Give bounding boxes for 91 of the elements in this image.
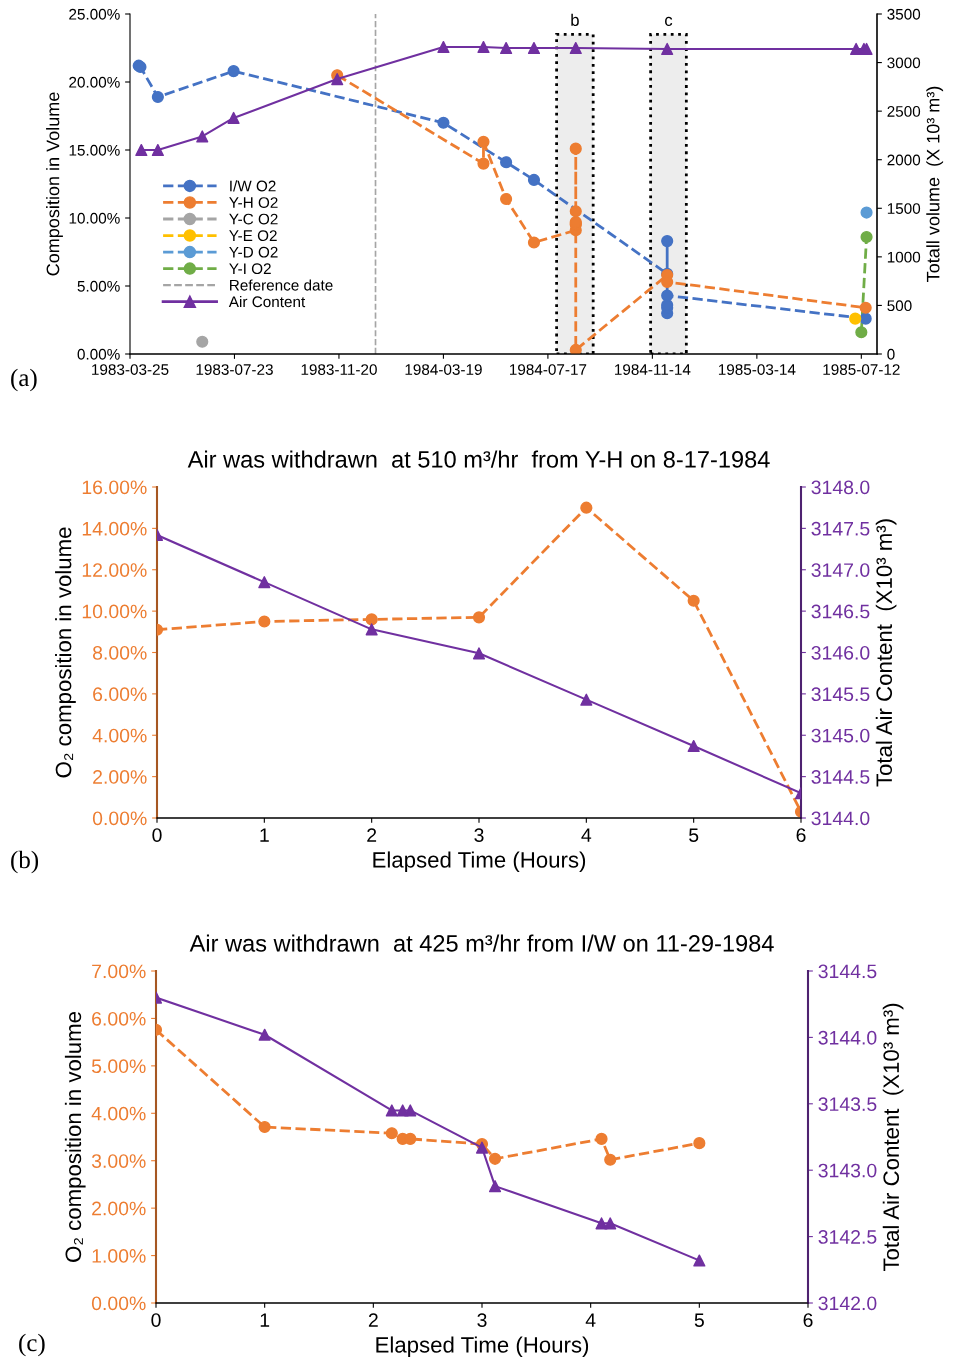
x-tick-label: 1983-07-23 [196,364,273,375]
y-tick-label: 15.00% [69,144,120,156]
x-tick-label: 6 [796,828,806,842]
legend-label: Y-I O2 [229,263,271,275]
y2-tick-label: 3145.5 [811,687,870,702]
x-tick-label: 6 [803,1313,813,1327]
y2-tick-label: 3142.5 [818,1230,877,1244]
y2-tick-label: 3146.5 [811,604,870,619]
y-axis-title: Composition in Volume [46,92,63,276]
x-tick-label: 0 [151,1313,161,1327]
ref-line-label: Reference date [230,279,333,291]
x-tick-label: 1984-03-19 [405,364,482,375]
y2-tick-label: 1500 [887,203,921,214]
y-tick-label: 5.00% [77,280,120,292]
y2-tick-label: 3143.0 [818,1163,877,1178]
y-tick-label: 6.00% [92,1011,146,1026]
y2-tick-label: 3148.0 [811,480,870,495]
y-tick-label: 2.00% [92,1201,146,1216]
legend-label: Y-D O2 [229,246,278,258]
y-tick-label: 1.00% [92,1249,146,1263]
y-tick-label: 14.00% [82,521,147,536]
y-tick-label: 2.00% [93,770,147,784]
x-tick-label: 1 [260,828,269,842]
x-axis-title: Elapsed Time (Hours) [376,1336,589,1358]
legend-label: I/W O2 [230,180,276,192]
text: (c) [19,1333,45,1357]
y2-tick-label: 0 [887,348,895,360]
y-tick-label: 10.00% [69,212,120,224]
y2-axis-title: Totall volume (X 10³ m³) [926,86,944,282]
x-tick-label: 2 [368,1313,378,1327]
y-tick-label: 3.00% [91,1154,146,1168]
y2-tick-label: 3144.0 [818,1030,877,1045]
x-tick-label: 0 [152,828,162,842]
x-tick-label: 1985-03-14 [718,364,796,375]
x-axis-title: Elapsed Time (Hours) [373,851,586,873]
y-tick-label: 7.00% [92,964,146,979]
y-tick-label: 25.00% [69,8,120,20]
y2-axis-title: Total Air Content (X10³ m³) [882,1003,904,1272]
x-tick-label: 5 [694,1313,704,1327]
y2-tick-label: 3144.0 [811,811,870,826]
y-tick-label: 0.00% [77,348,120,360]
y-tick-label: 10.00% [82,604,147,619]
x-tick-label: 1983-03-25 [92,364,169,375]
y-tick-label: 4.00% [91,1106,146,1121]
y2-tick-label: 2500 [887,106,921,117]
legend-label: Air Content [228,295,306,308]
y2-tick-label: 3500 [887,8,921,20]
x-tick-label: 1985-07-12 [823,364,900,375]
y2-tick-label: 500 [887,300,912,312]
y-tick-label: 4.00% [92,728,147,743]
y2-tick-label: 3144.5 [818,964,877,979]
y2-tick-label: 2000 [887,154,921,166]
y2-tick-label: 3147.5 [811,521,870,536]
text: (a) [11,368,37,392]
y2-tick-label: 3147.0 [811,563,870,577]
y-tick-label: 6.00% [93,687,147,702]
x-tick-label: 4 [581,828,592,842]
y-axis-title: O₂ composition in volume [55,527,76,778]
y2-tick-label: 3145.0 [811,728,870,743]
y-tick-label: 8.00% [92,645,147,660]
legend-label: Y-E O2 [229,230,277,242]
y-tick-label: 16.00% [82,480,147,495]
y2-axis-title: Total Air Content (X10³ m³) [875,519,897,787]
y-tick-label: 0.00% [92,811,147,826]
y2-tick-label: 3146.0 [811,645,870,660]
x-tick-label: 1983-11-20 [301,364,377,375]
legend-label: Y-H O2 [229,197,278,208]
x-tick-label: 4 [585,1313,596,1327]
y2-tick-label: 1000 [887,251,921,263]
y-tick-label: 5.00% [91,1059,146,1074]
y2-tick-label: 3143.5 [818,1097,877,1112]
x-tick-label: 3 [474,828,484,842]
y-tick-label: 20.00% [69,76,120,88]
y2-tick-label: 3000 [887,57,921,69]
x-tick-label: 3 [477,1313,487,1327]
band-label: c [665,16,673,27]
chart-title: Air was withdrawn at 510 m³/hr from Y-H on 8-17-1984 [187,450,770,468]
legend-label: Y-C O2 [229,213,278,225]
x-tick-label: 5 [689,828,699,842]
x-tick-label: 1 [260,1313,270,1327]
text: (b) [11,850,39,874]
y-tick-label: 12.00% [82,563,147,577]
y-axis-title: O₂ composition in volume [64,1012,86,1262]
band-label: b [571,13,579,27]
chart-title: Air was withdrawn at 425 m³/hr from I/W on 11-29-1984 [189,934,774,952]
x-tick-label: 1984-11-14 [615,364,691,375]
x-tick-label: 1984-07-17 [510,364,587,375]
y2-tick-label: 3142.0 [818,1296,877,1311]
x-tick-label: 2 [367,828,377,842]
y-tick-label: 0.00% [91,1296,146,1311]
y2-tick-label: 3144.5 [811,770,870,784]
